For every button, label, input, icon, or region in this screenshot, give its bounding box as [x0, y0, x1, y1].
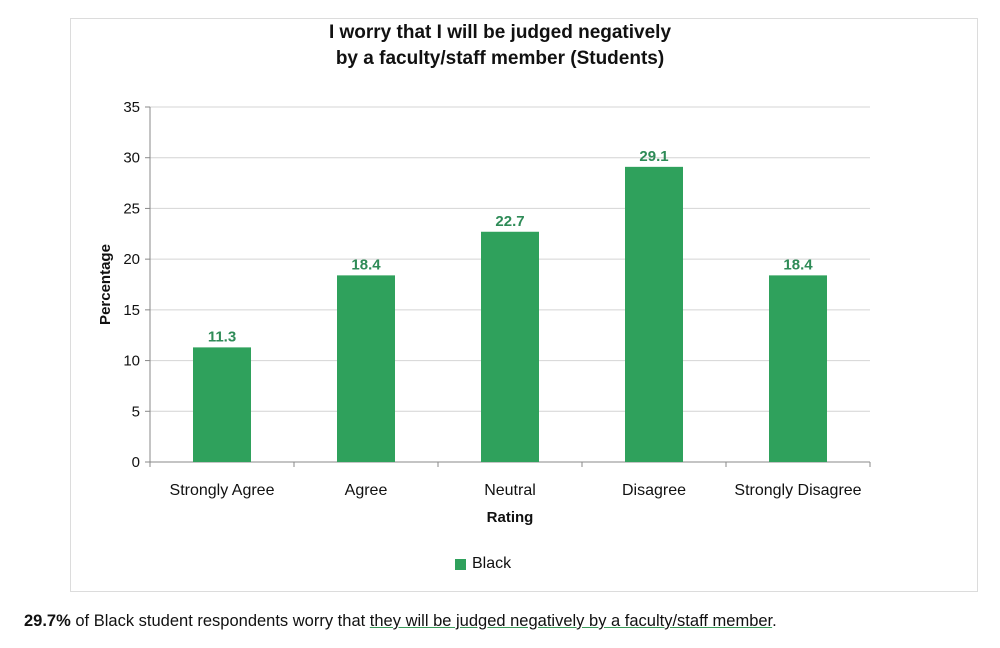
chart-title-line-1: I worry that I will be judged negatively	[328, 22, 672, 43]
y-tick-label: 30	[123, 150, 140, 167]
bar	[481, 231, 539, 462]
caption-bold-value: 29.7%	[24, 612, 71, 630]
y-tick-label: 20	[123, 251, 140, 268]
x-category-label: Disagree	[622, 482, 686, 499]
y-tick-label: 35	[123, 99, 140, 116]
chart-title: I worry that I will be judged negatively…	[70, 20, 930, 72]
x-category-label: Strongly Agree	[170, 482, 275, 499]
legend: Black	[455, 555, 511, 573]
bar	[769, 275, 827, 462]
y-tick-label: 5	[132, 403, 140, 420]
y-axis-title: Percentage	[97, 244, 114, 325]
data-label: 18.4	[783, 256, 813, 273]
y-tick-label: 15	[123, 302, 140, 319]
bar	[337, 275, 395, 462]
caption-text: of Black student respondents worry that	[70, 612, 370, 630]
legend-label: Black	[472, 555, 512, 572]
caption-underlined: they will be judged negatively by a facu…	[369, 612, 773, 630]
x-category-label: Strongly Disagree	[734, 482, 861, 499]
caption: 29.7% of Black student respondents worry…	[24, 612, 994, 631]
bar	[193, 347, 251, 462]
bar	[625, 166, 683, 463]
legend-swatch	[455, 558, 466, 570]
y-tick-label: 25	[123, 200, 140, 217]
y-tick-label: 0	[132, 454, 140, 471]
x-axis-title: Rating	[487, 509, 534, 526]
caption-end: .	[772, 612, 777, 630]
data-label: 29.1	[639, 148, 668, 165]
chart-title-line-2: by a faculty/staff member (Students)	[335, 48, 665, 69]
x-category-label: Neutral	[484, 482, 536, 499]
data-label: 18.4	[351, 256, 381, 273]
y-tick-label: 10	[123, 353, 140, 370]
x-category-label: Agree	[345, 482, 388, 499]
data-label: 11.3	[208, 328, 236, 345]
data-label: 22.7	[495, 213, 524, 230]
